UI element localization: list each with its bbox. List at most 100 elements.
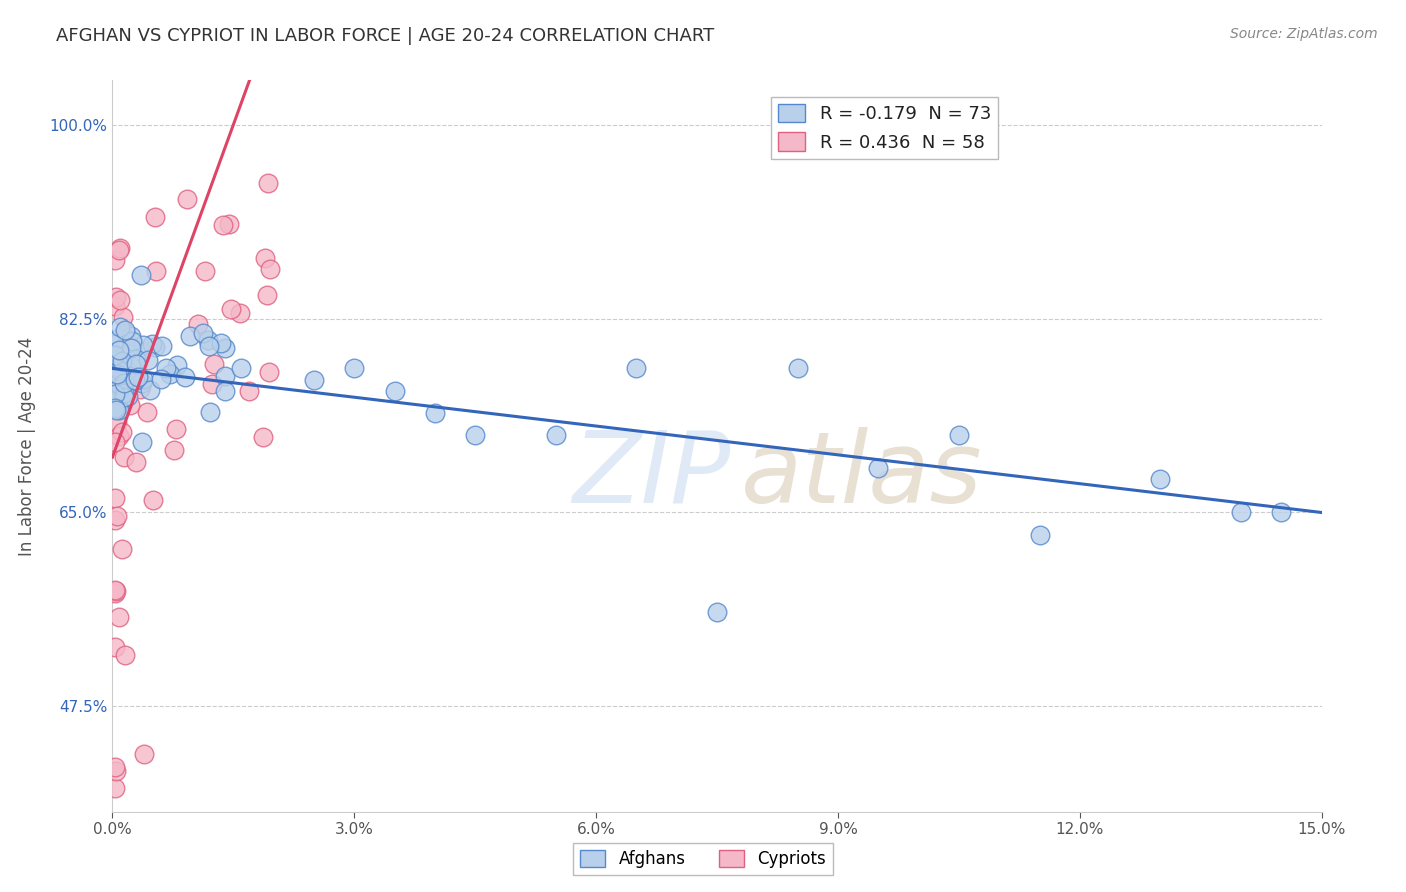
Point <box>218 217 240 231</box>
Point <box>302 372 325 386</box>
Point <box>174 369 197 384</box>
Point <box>131 376 153 391</box>
Point <box>105 368 128 382</box>
Point <box>111 425 134 439</box>
Point <box>108 244 131 258</box>
Point <box>125 373 148 387</box>
Point <box>1028 527 1050 541</box>
Point <box>107 385 129 400</box>
Point <box>155 360 177 375</box>
Point <box>105 383 128 397</box>
Point <box>108 609 131 624</box>
Point <box>104 583 127 598</box>
Point <box>124 455 146 469</box>
Text: atlas: atlas <box>741 426 983 524</box>
Point <box>176 192 198 206</box>
Point <box>104 434 127 449</box>
Point <box>138 384 160 398</box>
Point <box>112 367 135 381</box>
Point <box>259 262 281 277</box>
Point <box>209 336 232 351</box>
Point <box>193 263 215 277</box>
Point <box>104 347 127 361</box>
Point <box>115 363 138 377</box>
Point <box>211 218 233 232</box>
Point <box>238 384 260 398</box>
Point <box>343 361 366 376</box>
Point <box>252 430 274 444</box>
Point <box>112 390 135 404</box>
Point <box>214 384 236 398</box>
Point <box>150 339 173 353</box>
Point <box>104 359 127 374</box>
Legend: R = -0.179  N = 73, R = 0.436  N = 58: R = -0.179 N = 73, R = 0.436 N = 58 <box>770 96 998 159</box>
Point <box>111 542 134 557</box>
Point <box>129 382 152 396</box>
Point <box>112 376 135 391</box>
Point <box>107 363 129 377</box>
Point <box>214 368 236 383</box>
Y-axis label: In Labor Force | Age 20-24: In Labor Force | Age 20-24 <box>18 336 35 556</box>
Point <box>117 389 139 403</box>
Point <box>1230 506 1253 520</box>
Point <box>125 352 148 367</box>
Point <box>136 352 159 367</box>
Point <box>108 241 131 255</box>
Point <box>179 329 201 343</box>
Point <box>104 290 127 304</box>
Point <box>254 251 277 265</box>
Point <box>149 371 172 385</box>
Point <box>108 378 131 392</box>
Point <box>104 351 127 365</box>
Point <box>187 317 209 331</box>
Point <box>111 354 134 368</box>
Point <box>384 384 406 398</box>
Text: ZIP: ZIP <box>572 426 730 524</box>
Point <box>108 343 131 357</box>
Point <box>868 461 890 475</box>
Point <box>131 345 153 359</box>
Point <box>108 331 131 345</box>
Point <box>112 450 135 465</box>
Point <box>104 640 127 655</box>
Point <box>104 780 127 795</box>
Point <box>198 405 221 419</box>
Point <box>229 305 252 319</box>
Point <box>214 341 236 355</box>
Point <box>145 264 167 278</box>
Point <box>131 372 153 386</box>
Point <box>136 405 159 419</box>
Point <box>131 268 153 282</box>
Point <box>110 381 132 395</box>
Point <box>104 252 127 267</box>
Point <box>105 353 128 368</box>
Point <box>165 421 187 435</box>
Point <box>143 210 166 224</box>
Point <box>1149 472 1171 486</box>
Point <box>104 491 127 506</box>
Point <box>166 358 188 372</box>
Point <box>105 583 128 598</box>
Point <box>108 293 131 307</box>
Point <box>259 365 281 379</box>
Point <box>118 398 141 412</box>
Legend: Afghans, Cypriots: Afghans, Cypriots <box>574 843 832 875</box>
Point <box>257 176 280 190</box>
Point <box>131 435 153 450</box>
Point <box>464 428 486 442</box>
Point <box>104 513 127 527</box>
Point <box>104 760 127 774</box>
Point <box>104 336 127 351</box>
Point <box>219 301 242 316</box>
Point <box>108 429 131 443</box>
Point <box>108 320 131 334</box>
Point <box>201 377 224 392</box>
Point <box>104 401 127 415</box>
Point <box>786 361 808 376</box>
Point <box>125 357 148 371</box>
Point <box>626 361 648 376</box>
Point <box>197 333 219 347</box>
Point <box>159 367 181 381</box>
Point <box>127 370 149 384</box>
Point <box>104 393 127 408</box>
